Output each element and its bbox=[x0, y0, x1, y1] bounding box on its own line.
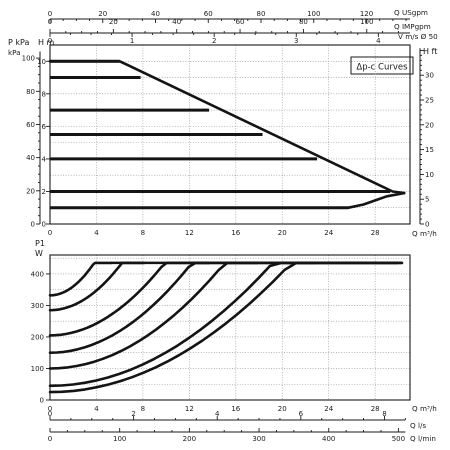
bottom-axis-lmin-tick-label: 100 bbox=[113, 435, 126, 443]
top-axis-usgpm-tick-label: 100 bbox=[307, 10, 320, 18]
upper-y-kpa-tick-label: 20 bbox=[26, 187, 35, 195]
bottom-axis-lmin-tick-label: 0 bbox=[48, 435, 52, 443]
upper-y-m-tick-label: 2 bbox=[42, 188, 46, 196]
top-axis-usgpm-tick-label: 80 bbox=[257, 10, 266, 18]
lower-x-tick-label: 8 bbox=[141, 405, 145, 413]
upper-x-tick-label: 12 bbox=[185, 229, 194, 237]
upper-y-ft-tick-label: 0 bbox=[425, 221, 429, 229]
top-axis-velocity-tick-label: 3 bbox=[294, 37, 298, 45]
bottom-axis-lmin-tick-label: 200 bbox=[183, 435, 196, 443]
bottom-axis-ls-tick-label: 0 bbox=[48, 410, 52, 418]
lower-x-tick-label: 0 bbox=[48, 405, 52, 413]
upper-y-kpa-tick-label: 60 bbox=[26, 121, 35, 129]
upper-x-tick-label: 28 bbox=[371, 229, 380, 237]
upper-y-ft-label: H ft bbox=[423, 47, 437, 56]
top-axis-velocity-tick-label: 0 bbox=[48, 37, 52, 45]
upper-x-tick-label: 20 bbox=[278, 229, 287, 237]
top-axis-impgpm-label: Q IMPgpm bbox=[394, 22, 431, 31]
top-axis-impgpm-tick-label: 60 bbox=[236, 18, 245, 26]
top-axis-impgpm-tick-label: 0 bbox=[48, 18, 52, 26]
upper-y-ft-tick-label: 15 bbox=[425, 146, 434, 154]
lower-x-axis-label: Q m³/h bbox=[412, 404, 437, 413]
bottom-axis-lmin-tick-label: 300 bbox=[252, 435, 265, 443]
bottom-axis-ls-tick-label: 8 bbox=[382, 410, 386, 418]
bottom-axis-lmin-label: Q l/min bbox=[410, 434, 436, 443]
top-axis-velocity-tick-label: 2 bbox=[212, 37, 216, 45]
legend-text: Δp-c Curves bbox=[356, 63, 408, 73]
top-axis-velocity-label: V m/s Ø 50 bbox=[398, 32, 438, 41]
lower-plot-frame bbox=[49, 254, 411, 401]
upper-y-ft-tick-label: 10 bbox=[425, 171, 434, 179]
upper-y-m-tick-label: 0 bbox=[42, 221, 46, 229]
lower-x-tick-label: 24 bbox=[324, 405, 333, 413]
upper-x-axis-label: Q m³/h bbox=[412, 229, 437, 238]
bottom-axis-ls-tick-label: 6 bbox=[299, 410, 304, 418]
lower-x-tick-label: 16 bbox=[231, 405, 240, 413]
top-axis-impgpm-tick-label: 100 bbox=[360, 18, 373, 26]
top-axis-usgpm-tick-label: 0 bbox=[48, 10, 52, 18]
upper-x-tick-label: 4 bbox=[94, 229, 99, 237]
max-head-curve bbox=[48, 60, 406, 195]
bottom-axis-ls-label: Q l/s bbox=[410, 421, 426, 430]
lower-x-tick-label: 12 bbox=[185, 405, 194, 413]
lower-x-tick-label: 28 bbox=[371, 405, 380, 413]
top-axis-velocity-tick-label: 1 bbox=[130, 37, 134, 45]
upper-x-tick-label: 0 bbox=[48, 229, 52, 237]
min-head-curve bbox=[347, 191, 406, 209]
top-axis-usgpm-tick-label: 120 bbox=[360, 10, 373, 18]
upper-y-ft-tick-label: 30 bbox=[425, 72, 434, 80]
upper-y-kpa-label-p: P kPa bbox=[8, 38, 29, 47]
top-axis-usgpm-tick-label: 60 bbox=[204, 10, 213, 18]
upper-x-tick-label: 8 bbox=[141, 229, 145, 237]
lower-y-tick-label: 0 bbox=[40, 397, 44, 405]
top-axis-impgpm-tick-label: 80 bbox=[299, 18, 308, 26]
lower-x-tick-label: 4 bbox=[94, 405, 99, 413]
upper-y-kpa-tick-label: 100 bbox=[22, 55, 35, 63]
upper-y-m-label: H m bbox=[38, 38, 55, 47]
top-axis-usgpm-tick-label: 40 bbox=[151, 10, 160, 18]
upper-y-m-tick-label: 8 bbox=[42, 90, 46, 98]
bottom-axis-lmin-tick-label: 400 bbox=[322, 435, 335, 443]
top-axis-impgpm-tick-label: 40 bbox=[172, 18, 181, 26]
bottom-axis-ls-tick-label: 4 bbox=[215, 410, 220, 418]
upper-y-m-tick-label: 10 bbox=[37, 58, 46, 66]
lower-y-tick-label: 200 bbox=[31, 333, 44, 341]
bottom-axis-ls-tick-label: 2 bbox=[131, 410, 135, 418]
lower-y-label-p1: P1 bbox=[35, 239, 45, 248]
upper-y-kpa-tick-label: 80 bbox=[26, 88, 35, 96]
lower-y-tick-label: 400 bbox=[31, 270, 44, 278]
upper-y-kpa-tick-label: 0 bbox=[31, 221, 35, 229]
upper-x-tick-label: 24 bbox=[324, 229, 333, 237]
upper-y-kpa-tick-label: 40 bbox=[26, 154, 35, 162]
upper-y-ft-tick-label: 5 bbox=[425, 196, 429, 204]
top-axis-velocity-tick-label: 4 bbox=[376, 37, 381, 45]
upper-y-m-tick-label: 6 bbox=[42, 123, 47, 131]
bottom-axis-lmin-tick-label: 500 bbox=[392, 435, 405, 443]
upper-y-ft-tick-label: 20 bbox=[425, 121, 434, 129]
lower-y-tick-label: 300 bbox=[31, 302, 44, 310]
power-curve bbox=[48, 261, 113, 297]
lower-x-tick-label: 20 bbox=[278, 405, 287, 413]
upper-x-tick-label: 16 bbox=[231, 229, 240, 237]
upper-y-kpa-label-unit: kPa bbox=[8, 48, 21, 57]
top-axis-usgpm-tick-label: 20 bbox=[98, 10, 107, 18]
legend-box bbox=[350, 56, 414, 75]
top-axis-usgpm-label: Q USgpm bbox=[394, 8, 428, 17]
top-axis-impgpm-tick-label: 20 bbox=[109, 18, 118, 26]
upper-y-ft-tick-label: 25 bbox=[425, 97, 434, 105]
upper-y-m-tick-label: 4 bbox=[42, 155, 47, 163]
lower-y-label-w: W bbox=[35, 249, 43, 258]
lower-y-tick-label: 100 bbox=[31, 365, 44, 373]
